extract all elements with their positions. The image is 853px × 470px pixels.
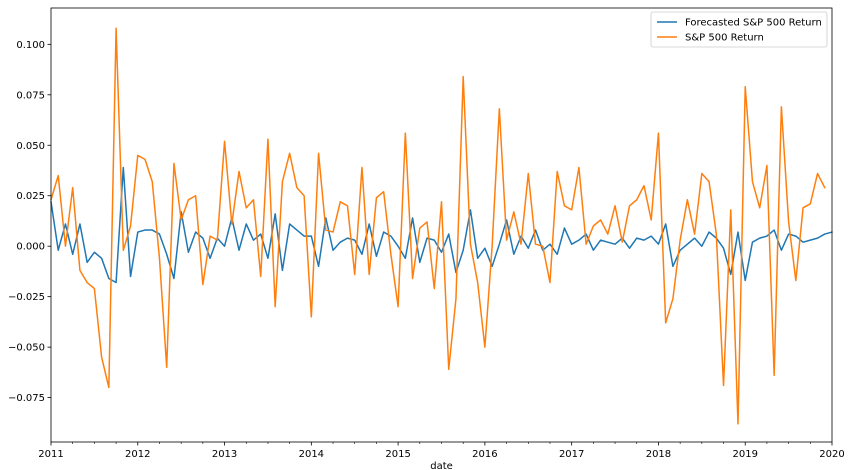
x-tick-label: 2014	[299, 449, 324, 460]
x-axis-label: date	[430, 461, 453, 470]
x-tick-label: 2020	[819, 449, 844, 460]
x-tick-label: 2012	[125, 449, 150, 460]
plot-frame	[50, 7, 833, 443]
x-axis: 2011 2012 2013 2014 2015 2016 2017 2018 2019 2020	[38, 442, 845, 460]
legend-box	[650, 11, 828, 48]
y-tick-label: 0.050	[16, 141, 45, 152]
legend: Forecasted S&P 500 Return S&P 500 Return	[650, 11, 828, 48]
y-tick-label: −0.025	[8, 292, 45, 303]
series-line-sp500	[50, 27, 826, 425]
x-tick-label: 2019	[732, 449, 757, 460]
legend-entry-sp500: S&P 500 Return	[685, 33, 764, 44]
y-tick-label: −0.050	[8, 343, 45, 354]
y-tick-label: 0.000	[16, 242, 45, 253]
y-tick-label: 0.025	[16, 191, 45, 202]
y-tick-label: −0.075	[8, 393, 45, 404]
plot-series	[50, 27, 833, 425]
series-line-forecast	[50, 166, 833, 284]
x-tick-label: 2018	[646, 449, 671, 460]
legend-entry-forecast: Forecasted S&P 500 Return	[685, 18, 822, 29]
x-tick-label: 2016	[472, 449, 497, 460]
x-tick-label: 2013	[212, 449, 237, 460]
y-tick-label: 0.075	[16, 90, 45, 101]
x-tick-label: 2017	[559, 449, 584, 460]
y-axis: −0.075 −0.050 −0.025 0.000 0.025 0.050 0.075 0.…	[8, 40, 51, 404]
x-tick-label: 2015	[385, 449, 410, 460]
x-tick-label: 2011	[38, 449, 63, 460]
y-tick-label: 0.100	[16, 40, 45, 51]
